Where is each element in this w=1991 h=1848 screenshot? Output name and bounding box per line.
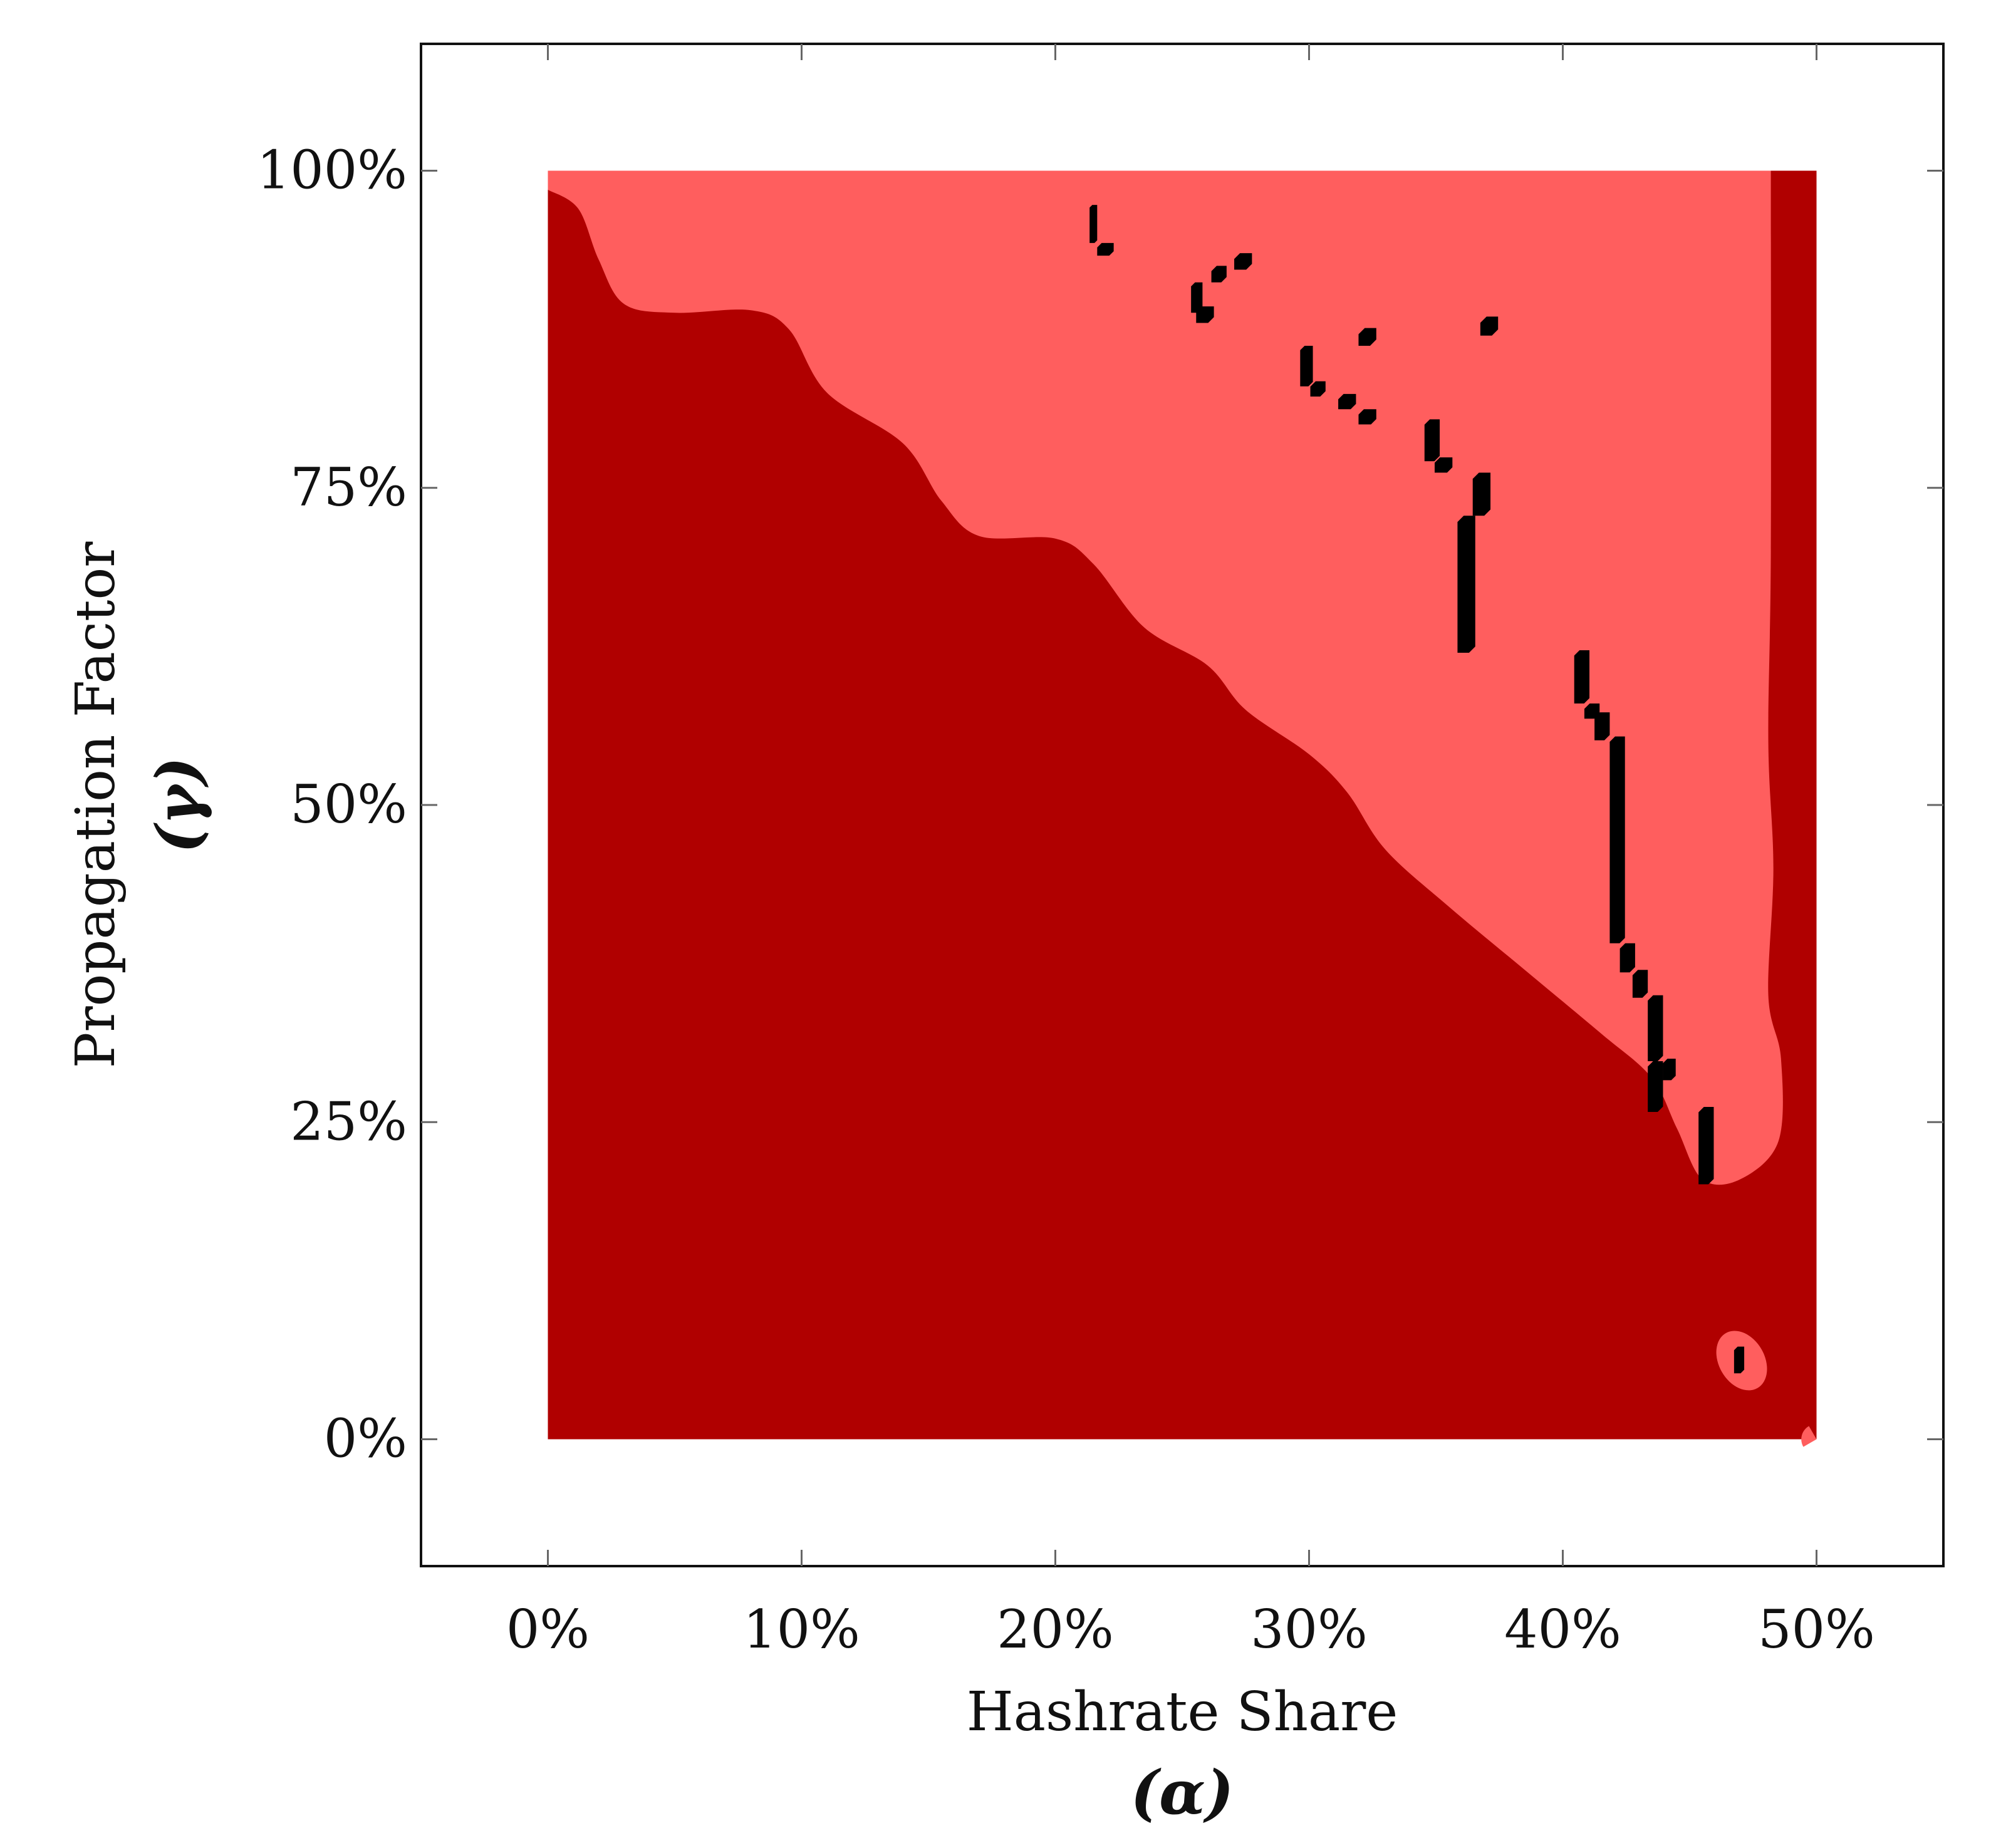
dark-region [548, 170, 1817, 1440]
black-mark [1609, 736, 1625, 943]
x-tick-label: 10% [743, 1599, 860, 1660]
x-tick-label: 20% [997, 1599, 1114, 1660]
black-mark [1574, 650, 1590, 703]
y-axis-title: Propagation Factor [65, 541, 127, 1069]
black-mark [1457, 516, 1475, 653]
plot-area [548, 170, 1817, 1455]
black-mark [1234, 253, 1252, 270]
black-mark [1594, 712, 1610, 740]
black-mark [1632, 970, 1648, 998]
x-axis-tick-labels: 0% 10% 20% 30% 40% 50% [506, 1599, 1875, 1660]
x-tick-label: 0% [506, 1599, 590, 1660]
y-axis-symbol: (γ) [143, 757, 214, 853]
black-mark [1089, 205, 1098, 243]
black-mark [1211, 266, 1227, 283]
black-mark [1434, 457, 1453, 473]
black-mark [1191, 282, 1203, 313]
x-axis-symbol: (α) [1131, 1757, 1234, 1828]
black-mark [1424, 419, 1440, 462]
y-tick-label: 0% [324, 1408, 407, 1470]
black-mark [1648, 1061, 1663, 1113]
x-tick-label: 50% [1758, 1599, 1875, 1660]
y-axis-tick-labels: 0% 25% 50% 75% 100% [257, 140, 407, 1470]
y-tick-label: 75% [290, 457, 407, 518]
axis-ticks [421, 44, 1943, 1566]
black-mark [1619, 943, 1635, 973]
black-mark [1480, 316, 1499, 336]
black-mark [1472, 472, 1491, 516]
black-mark [1663, 1059, 1676, 1081]
black-mark [1196, 306, 1214, 323]
black-mark [1097, 242, 1114, 256]
black-mark [1338, 393, 1356, 410]
x-tick-label: 30% [1250, 1599, 1368, 1660]
y-tick-label: 100% [257, 140, 407, 201]
x-tick-label: 40% [1504, 1599, 1621, 1660]
y-tick-label: 50% [290, 774, 407, 835]
black-mark [1698, 1106, 1714, 1185]
black-mark [1300, 345, 1313, 387]
black-mark [1358, 328, 1376, 346]
y-tick-label: 25% [290, 1091, 407, 1152]
black-mark [1584, 703, 1600, 719]
x-axis-title: Hashrate Share [967, 1681, 1398, 1743]
black-mark [1310, 381, 1326, 397]
black-mark [1648, 995, 1663, 1062]
black-mark [1358, 409, 1376, 425]
black-mark [1734, 1346, 1745, 1374]
